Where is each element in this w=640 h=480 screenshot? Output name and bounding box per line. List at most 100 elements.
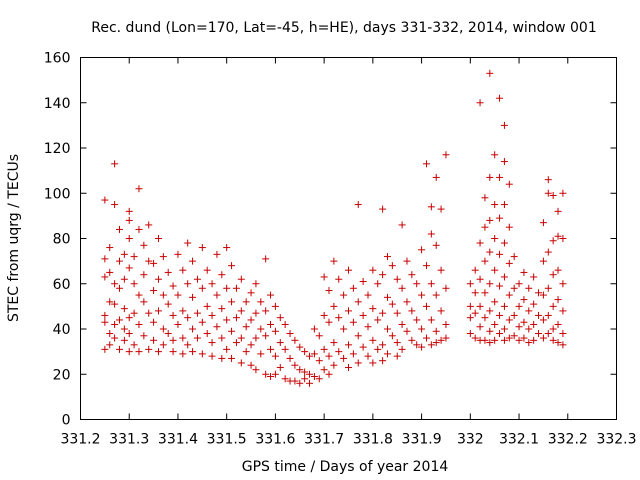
data-point — [427, 203, 435, 211]
data-point — [145, 221, 153, 229]
data-point — [271, 352, 279, 360]
y-tick-label: 20 — [53, 367, 71, 383]
data-point — [476, 302, 484, 310]
data-point — [291, 336, 299, 344]
x-tick-label: 331.6 — [255, 432, 295, 448]
data-point — [544, 248, 552, 256]
data-point — [184, 280, 192, 288]
data-point — [466, 280, 474, 288]
data-point — [539, 257, 547, 265]
data-point — [481, 314, 489, 322]
x-tick-label: 331.5 — [207, 432, 247, 448]
data-point — [301, 348, 309, 356]
data-point — [491, 266, 499, 274]
data-point — [101, 196, 109, 204]
data-point — [413, 341, 421, 349]
data-point — [198, 284, 206, 292]
data-point — [159, 341, 167, 349]
data-point — [496, 330, 504, 338]
data-point — [549, 336, 557, 344]
data-point — [432, 173, 440, 181]
y-tick-label: 0 — [62, 413, 71, 429]
data-point — [510, 332, 518, 340]
data-point — [262, 255, 270, 263]
data-point — [111, 300, 119, 308]
y-tick-label: 140 — [44, 96, 71, 112]
data-point — [535, 289, 543, 297]
data-point — [111, 320, 119, 328]
data-point — [237, 334, 245, 342]
data-point — [403, 327, 411, 335]
data-point — [267, 345, 275, 353]
data-point — [500, 273, 508, 281]
data-point — [505, 180, 513, 188]
data-point — [228, 354, 236, 362]
x-tick-label: 331.9 — [402, 432, 442, 448]
data-point — [379, 205, 387, 213]
data-point — [189, 348, 197, 356]
data-point — [242, 298, 250, 306]
data-point — [398, 284, 406, 292]
data-point — [252, 366, 260, 374]
data-point — [267, 291, 275, 299]
data-point — [184, 314, 192, 322]
data-point — [432, 291, 440, 299]
data-point — [432, 339, 440, 347]
data-point — [111, 201, 119, 209]
data-point — [486, 339, 494, 347]
data-point — [335, 275, 343, 283]
data-point — [442, 334, 450, 342]
data-point — [242, 348, 250, 356]
data-point — [369, 266, 377, 274]
data-point — [466, 302, 474, 310]
data-point — [510, 311, 518, 319]
data-point — [159, 253, 167, 261]
data-point — [364, 352, 372, 360]
y-tick-label: 120 — [44, 141, 71, 157]
data-point — [135, 225, 143, 233]
x-tick-label: 331.8 — [353, 432, 393, 448]
chart-title: Rec. dund (Lon=170, Lat=-45, h=HE), days… — [91, 20, 597, 36]
data-point — [354, 332, 362, 340]
data-point — [544, 189, 552, 197]
data-point — [130, 280, 138, 288]
data-point — [525, 339, 533, 347]
data-point — [271, 302, 279, 310]
data-point — [276, 339, 284, 347]
data-point — [535, 330, 543, 338]
data-point — [135, 291, 143, 299]
data-point — [291, 377, 299, 385]
data-point — [106, 341, 114, 349]
data-point — [262, 307, 270, 315]
data-point — [393, 309, 401, 317]
data-point — [125, 314, 133, 322]
data-point — [408, 307, 416, 315]
data-point — [252, 280, 260, 288]
data-point — [169, 282, 177, 290]
data-point — [296, 343, 304, 351]
data-point — [150, 336, 158, 344]
data-point — [476, 275, 484, 283]
data-point — [247, 361, 255, 369]
data-point — [159, 325, 167, 333]
data-point — [559, 341, 567, 349]
data-point — [388, 300, 396, 308]
data-point — [115, 257, 123, 265]
data-point — [101, 318, 109, 326]
data-point — [554, 207, 562, 215]
data-point — [530, 336, 538, 344]
data-point — [442, 320, 450, 328]
data-point — [442, 151, 450, 159]
data-point — [276, 314, 284, 322]
data-point — [257, 325, 265, 333]
data-point — [208, 352, 216, 360]
data-point — [120, 275, 128, 283]
data-point — [559, 189, 567, 197]
data-point — [164, 268, 172, 276]
data-point — [345, 307, 352, 315]
data-point — [120, 305, 128, 313]
x-tick-label: 332.2 — [548, 432, 588, 448]
data-point — [471, 309, 479, 317]
data-point — [379, 271, 387, 279]
data-point — [364, 291, 372, 299]
